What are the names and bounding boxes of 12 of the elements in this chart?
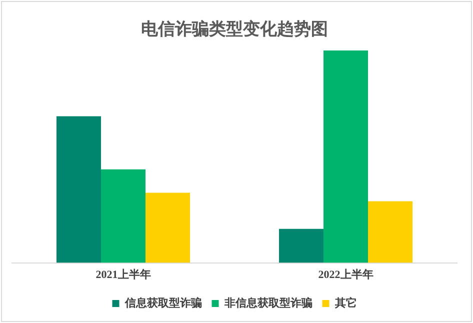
legend-label: 非信息获取型诈骗 [223,296,312,310]
bar [368,201,412,263]
bar [101,169,146,263]
bar [146,192,190,263]
x-tick-label: 2021上半年 [96,268,151,282]
bar [56,116,101,263]
bar [279,228,324,263]
legend-label: 信息获取型诈骗 [124,296,202,310]
chart-title: 电信诈骗类型变化趋势图 [141,20,328,39]
x-tick-label: 2022上半年 [318,268,374,282]
legend-label: 其它 [334,296,357,310]
bar [324,50,368,263]
